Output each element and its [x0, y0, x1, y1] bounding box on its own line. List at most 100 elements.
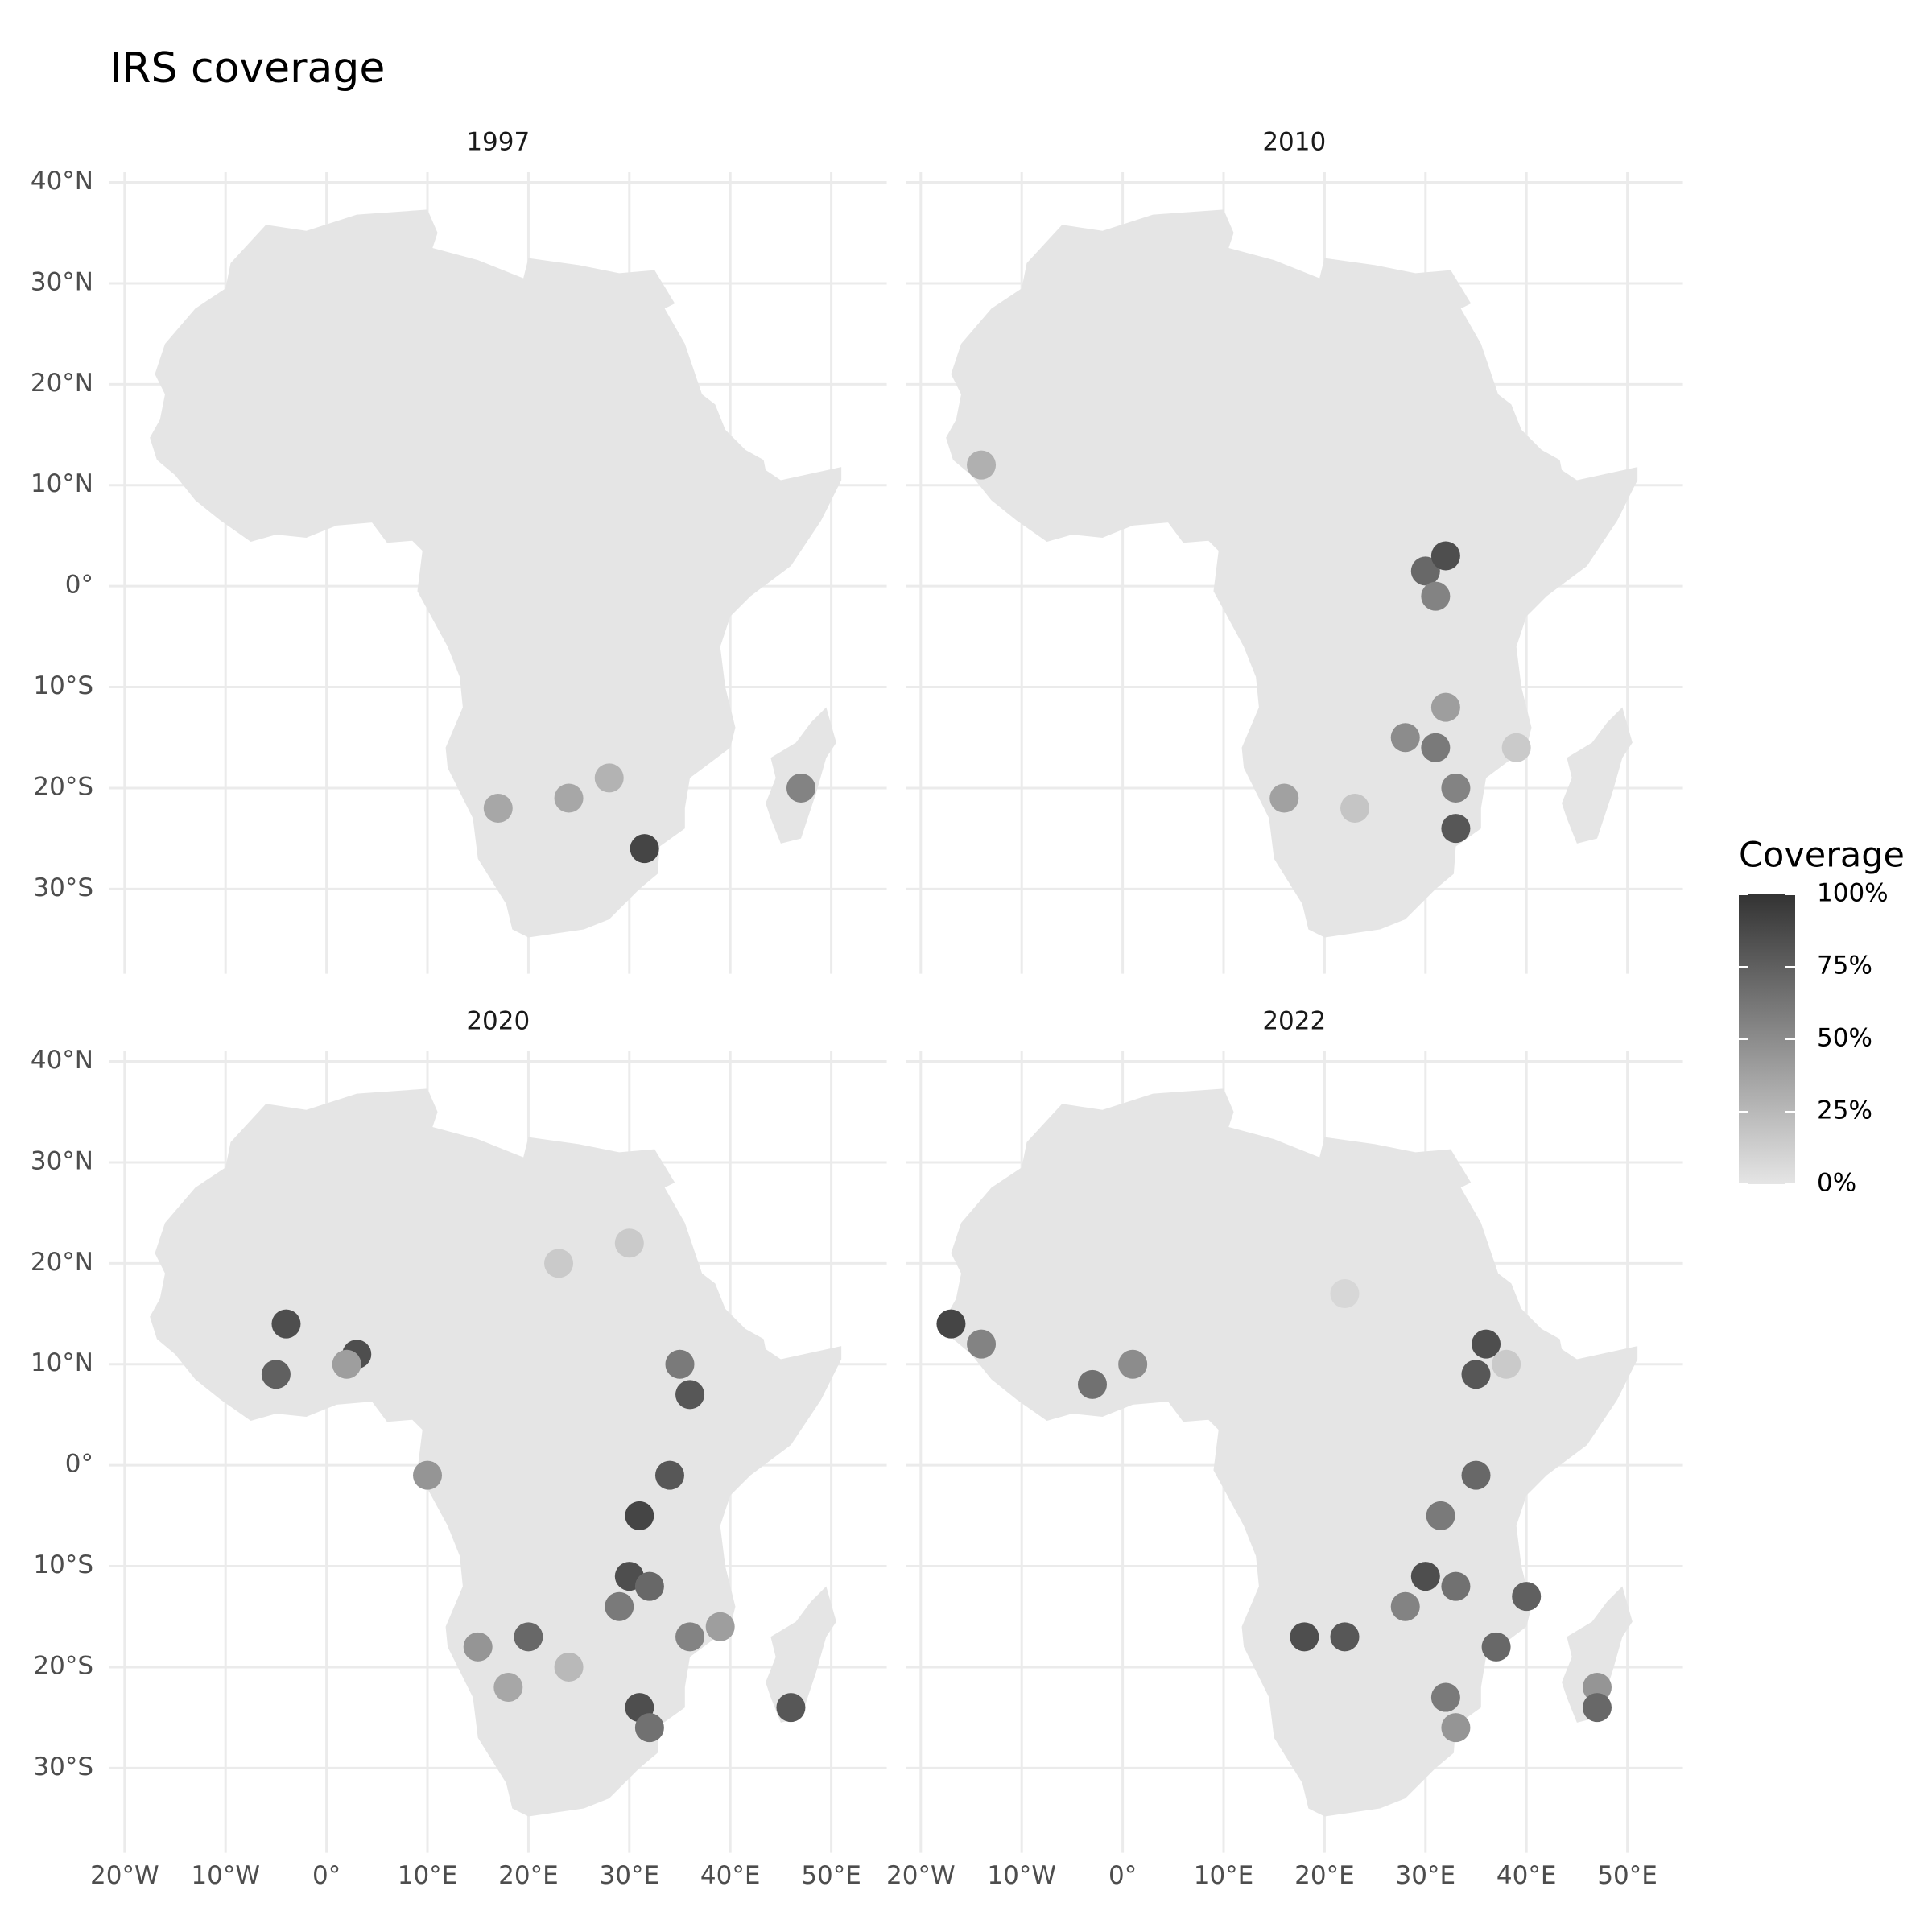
facet-label: 2022: [1262, 1007, 1326, 1036]
y-tick-label: 20°N: [31, 1248, 93, 1277]
coverage-region: [1118, 1349, 1148, 1379]
coverage-region: [630, 834, 659, 864]
y-tick-label: 20°S: [33, 772, 93, 801]
facet-label: 2020: [466, 1007, 530, 1036]
facet-label: 1997: [466, 128, 530, 157]
y-tick-label: 10°S: [33, 671, 93, 700]
coverage-region: [675, 1380, 705, 1410]
coverage-region: [1390, 723, 1420, 753]
x-tick-label: 40°E: [700, 1861, 761, 1890]
x-tick-label: 30°E: [600, 1861, 660, 1890]
x-tick-label: 0°: [1108, 1861, 1137, 1890]
coverage-region: [786, 773, 815, 803]
coverage-region: [271, 1309, 301, 1339]
x-tick-label: 0°: [312, 1861, 341, 1890]
land: [150, 209, 842, 938]
coverage-region: [493, 1673, 523, 1703]
y-tick-label: 30°N: [31, 1146, 93, 1175]
x-tick-label: 10°W: [191, 1861, 260, 1890]
coverage-region: [665, 1349, 695, 1379]
coverage-region: [1441, 814, 1471, 844]
y-tick-label: 0°: [65, 1450, 93, 1479]
y-tick-label: 0°: [65, 571, 93, 600]
coverage-region: [1077, 1369, 1107, 1399]
chart-title: IRS coverage: [109, 44, 385, 93]
y-tick-label: 20°S: [33, 1651, 93, 1680]
coverage-region: [967, 1329, 997, 1359]
coverage-region: [554, 783, 584, 813]
x-tick-label: 20°W: [90, 1861, 159, 1890]
coverage-region: [1472, 1329, 1501, 1359]
facet-label: 2010: [1262, 128, 1326, 157]
x-tick-label: 10°E: [398, 1861, 458, 1890]
legend-label: 0%: [1817, 1169, 1856, 1198]
coverage-region: [1421, 581, 1451, 611]
coverage-region: [332, 1349, 361, 1379]
legend-label: 25%: [1817, 1096, 1872, 1125]
coverage-region: [1582, 1673, 1612, 1703]
x-tick-label: 50°E: [1597, 1861, 1657, 1890]
coverage-region: [463, 1632, 493, 1662]
coverage-region: [1390, 1591, 1420, 1621]
y-tick-label: 40°N: [31, 167, 93, 196]
coverage-region: [705, 1612, 735, 1641]
coverage-region: [1330, 1278, 1360, 1308]
coverage-region: [1582, 1693, 1612, 1723]
coverage-region: [625, 1501, 654, 1530]
coverage-region: [1461, 1460, 1491, 1490]
coverage-region: [776, 1693, 806, 1723]
coverage-region: [1481, 1632, 1511, 1662]
y-tick-label: 10°N: [31, 1348, 93, 1377]
x-tick-label: 40°E: [1496, 1861, 1557, 1890]
y-tick-label: 20°N: [31, 369, 93, 398]
coverage-region: [1430, 692, 1460, 722]
coverage-region: [967, 450, 997, 480]
y-tick-label: 40°N: [31, 1046, 93, 1075]
coverage-region: [1441, 1713, 1471, 1743]
x-tick-label: 50°E: [801, 1861, 861, 1890]
legend-label: 100%: [1817, 879, 1889, 908]
coverage-region: [675, 1622, 705, 1652]
x-tick-label: 20°W: [886, 1861, 956, 1890]
coverage-region: [654, 1460, 684, 1490]
land: [150, 1088, 842, 1817]
coverage-region: [1269, 783, 1299, 813]
x-tick-label: 10°W: [987, 1861, 1056, 1890]
y-tick-label: 30°N: [31, 267, 93, 296]
coverage-region: [1426, 1501, 1455, 1530]
coverage-region: [634, 1713, 664, 1743]
coverage-region: [1492, 1349, 1521, 1379]
x-tick-label: 30°E: [1396, 1861, 1456, 1890]
coverage-region: [1421, 733, 1451, 762]
coverage-region: [1290, 1622, 1319, 1652]
coverage-region: [1441, 1571, 1471, 1601]
coverage-region: [1340, 794, 1370, 824]
land: [946, 209, 1638, 938]
coverage-region: [1501, 733, 1531, 762]
y-tick-label: 10°N: [31, 469, 93, 498]
coverage-region: [1430, 1682, 1460, 1712]
coverage-region: [1461, 1360, 1491, 1389]
x-tick-label: 20°E: [1294, 1861, 1355, 1890]
coverage-region: [594, 763, 624, 793]
coverage-region: [1430, 541, 1460, 571]
coverage-region: [1512, 1582, 1542, 1612]
coverage-region: [514, 1622, 543, 1652]
coverage-region: [1410, 556, 1440, 586]
coverage-region: [413, 1460, 443, 1490]
coverage-region: [554, 1652, 584, 1682]
coverage-region: [1441, 773, 1471, 803]
coverage-region: [261, 1360, 291, 1389]
x-tick-label: 10°E: [1194, 1861, 1254, 1890]
legend-label: 50%: [1817, 1024, 1872, 1053]
coverage-region: [1410, 1562, 1440, 1591]
coverage-region: [1330, 1622, 1360, 1652]
y-tick-label: 30°S: [33, 1752, 93, 1781]
coverage-region: [634, 1571, 664, 1601]
coverage-region: [605, 1591, 634, 1621]
land: [946, 1088, 1638, 1817]
coverage-region: [614, 1228, 644, 1258]
legend-title: Coverage: [1739, 836, 1905, 876]
x-tick-label: 20°E: [498, 1861, 559, 1890]
